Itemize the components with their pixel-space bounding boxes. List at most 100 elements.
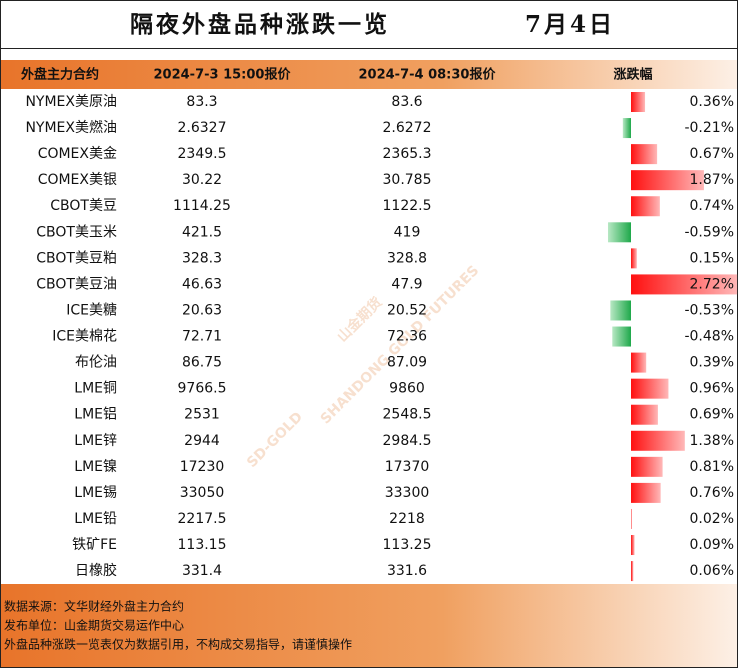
contract-name: CBOT美豆粕	[36, 250, 117, 266]
contract-name: LME锌	[74, 433, 117, 449]
change-bar	[631, 144, 658, 165]
change-label: -0.48%	[684, 329, 734, 345]
change-bar	[631, 92, 646, 112]
price-now: 83.6	[391, 94, 422, 110]
contract-name: ICE美糖	[66, 302, 117, 318]
price-now: 2365.3	[383, 146, 432, 162]
change-label: 1.38%	[690, 433, 734, 449]
change-label: 0.69%	[690, 407, 734, 423]
change-bar	[631, 274, 738, 295]
price-now: 331.6	[387, 563, 427, 579]
contract-name: LME镍	[74, 459, 117, 475]
footer-box	[1, 584, 737, 667]
change-label: 0.02%	[690, 511, 734, 527]
price-now: 1122.5	[383, 198, 432, 214]
change-label: 0.06%	[690, 563, 734, 579]
change-label: 0.67%	[690, 146, 734, 162]
contract-name: NYMEX美燃油	[25, 119, 117, 136]
price-prev: 2.6327	[178, 120, 227, 136]
price-now: 2218	[389, 511, 425, 527]
price-prev: 86.75	[182, 355, 222, 371]
change-label: -0.21%	[684, 120, 734, 136]
price-prev: 421.5	[182, 224, 222, 240]
price-now: 328.8	[387, 250, 427, 266]
contract-name: 布伦油	[75, 355, 117, 371]
price-now: 72.36	[387, 329, 427, 345]
change-bar	[622, 118, 631, 139]
price-now: 2984.5	[383, 433, 432, 449]
price-prev: 2531	[184, 407, 220, 423]
change-label: 0.74%	[690, 198, 734, 214]
price-now: 17370	[385, 459, 430, 475]
contract-name: COMEX美银	[38, 172, 117, 188]
change-bar	[610, 300, 631, 321]
price-prev: 331.4	[182, 563, 222, 579]
table: 外盘主力合约 2024-7-3 15:00报价 2024-7-4 08:30报价 涨跌…	[20, 67, 738, 582]
change-bar	[631, 378, 669, 399]
column-header: 2024-7-4 08:30报价	[359, 68, 497, 83]
header-row	[1, 60, 737, 89]
change-label: 0.96%	[690, 381, 734, 397]
price-prev: 113.15	[178, 537, 227, 553]
contract-name: LME铜	[74, 381, 117, 397]
change-label: 0.81%	[690, 459, 734, 475]
date: 7月4日	[525, 11, 615, 38]
contract-name: NYMEX美原油	[25, 94, 117, 110]
contract-name: CBOT美豆油	[36, 276, 117, 292]
change-bar	[631, 404, 658, 425]
footer-line: 数据来源：文华财经外盘主力合约	[4, 599, 184, 614]
price-now: 2.6272	[383, 120, 432, 136]
change-label: 0.76%	[690, 485, 734, 501]
change-bar	[631, 248, 637, 269]
price-now: 47.9	[391, 276, 422, 292]
price-prev: 83.3	[186, 94, 217, 110]
change-bar	[607, 222, 631, 243]
price-prev: 20.63	[182, 302, 222, 318]
price-now: 9860	[389, 381, 425, 397]
price-prev: 9766.5	[178, 381, 227, 397]
contract-name: LME锡	[74, 485, 117, 501]
change-label: -0.53%	[684, 302, 734, 318]
change-bar	[631, 561, 634, 582]
price-now: 113.25	[383, 537, 432, 553]
change-bar	[631, 170, 704, 191]
contract-name: ICE美棉花	[52, 328, 117, 345]
change-bar	[631, 196, 660, 217]
contract-name: CBOT美玉米	[36, 224, 117, 240]
footer-line: 发布单位：山金期货交易运作中心	[4, 618, 184, 633]
change-bar	[631, 456, 663, 477]
price-prev: 2217.5	[178, 511, 227, 527]
change-label: 0.15%	[690, 250, 734, 266]
price-prev: 46.63	[182, 276, 222, 292]
price-prev: 328.3	[182, 250, 222, 266]
change-label: 0.36%	[690, 94, 734, 110]
contract-name: 日橡胶	[75, 562, 117, 579]
change-bar	[631, 508, 632, 529]
title-box	[0, 0, 738, 49]
change-bar	[631, 430, 685, 451]
price-prev: 2349.5	[178, 146, 227, 162]
price-prev: 72.71	[182, 329, 222, 345]
price-now: 33300	[385, 485, 430, 501]
price-now: 419	[394, 224, 421, 240]
title: 隔夜外盘品种涨跌一览	[130, 11, 390, 38]
price-prev: 1114.25	[173, 198, 231, 214]
contract-name: LME铅	[74, 511, 117, 527]
price-prev: 33050	[180, 485, 225, 501]
change-label: 0.09%	[690, 537, 734, 553]
contract-name: LME铝	[74, 407, 117, 423]
change-bar	[631, 482, 661, 503]
change-label: 1.87%	[690, 172, 734, 188]
price-prev: 30.22	[182, 172, 222, 188]
contract-name: COMEX美金	[38, 146, 117, 162]
price-now: 30.785	[383, 172, 432, 188]
footer-line: 外盘品种涨跌一览表仅为数据引用，不构成交易指导，请谨慎操作	[4, 637, 352, 652]
price-now: 87.09	[387, 355, 427, 371]
contract-name: 铁矿FE	[72, 537, 117, 553]
price-now: 20.52	[387, 302, 427, 318]
price-prev: 17230	[180, 459, 225, 475]
contract-name: CBOT美豆	[50, 198, 117, 214]
change-bar	[612, 326, 631, 347]
change-label: 2.72%	[690, 276, 734, 292]
